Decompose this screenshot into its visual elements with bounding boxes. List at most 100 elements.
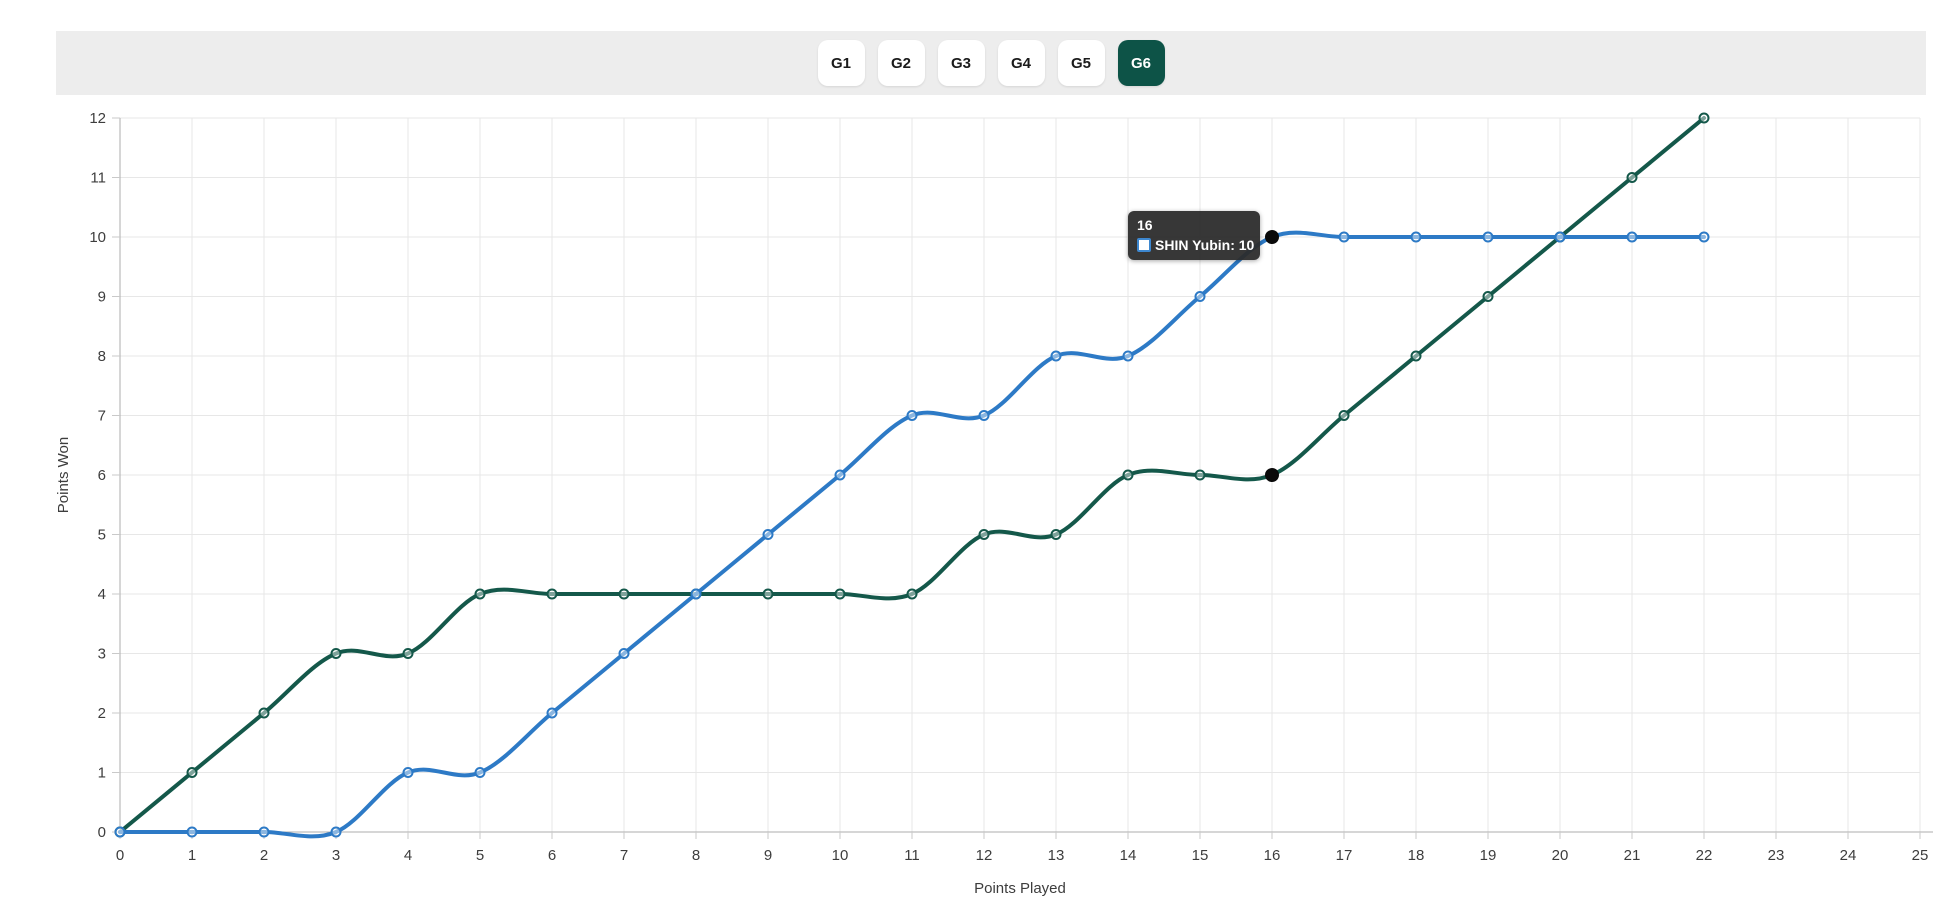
x-tick-label: 12	[976, 847, 993, 864]
x-tick-label: 7	[620, 847, 628, 864]
data-point-marker	[114, 826, 126, 838]
y-tick-label: 12	[89, 110, 106, 127]
data-point-marker	[906, 410, 918, 421]
data-point-marker	[1194, 469, 1206, 481]
game-tab-g4[interactable]: G4	[997, 40, 1045, 86]
data-point-marker	[186, 826, 198, 838]
x-tick-label: 23	[1768, 847, 1785, 864]
game-tab-g2[interactable]: G2	[877, 40, 925, 86]
y-tick-label: 4	[98, 586, 106, 603]
data-point-marker	[1050, 350, 1062, 362]
x-tick-label: 15	[1192, 847, 1209, 864]
chart-tooltip: 16 SHIN Yubin: 10	[1128, 211, 1260, 260]
y-tick-label: 2	[98, 705, 106, 722]
data-point-marker	[978, 529, 990, 540]
data-point-marker	[1698, 231, 1710, 243]
x-tick-label: 22	[1696, 847, 1713, 864]
data-point-marker	[1626, 172, 1638, 183]
x-tick-label: 18	[1408, 847, 1425, 864]
data-point-marker	[834, 469, 846, 481]
data-point-marker	[1482, 231, 1494, 243]
x-tick-label: 11	[904, 847, 920, 864]
data-point-marker	[906, 588, 918, 600]
data-point-marker	[186, 767, 198, 778]
y-tick-label: 0	[98, 824, 106, 841]
y-axis-title: Points Won	[55, 437, 72, 513]
x-axis-title: Points Played	[974, 880, 1066, 897]
y-tick-label: 7	[98, 408, 106, 425]
data-point-marker	[1338, 410, 1350, 421]
x-tick-label: 4	[404, 847, 412, 864]
x-tick-label: 25	[1912, 847, 1929, 864]
data-point-marker	[1194, 291, 1206, 302]
x-tick-label: 8	[692, 847, 700, 864]
data-point-marker	[474, 588, 486, 600]
data-point-marker	[1482, 291, 1494, 302]
y-tick-label: 5	[98, 527, 106, 544]
data-point-marker	[402, 648, 414, 659]
series-line-1	[118, 116, 1706, 834]
data-point-marker	[618, 588, 630, 600]
data-point-marker	[1410, 231, 1422, 243]
y-tick-label: 1	[98, 765, 106, 782]
x-tick-label: 3	[332, 847, 340, 864]
x-tick-label: 17	[1336, 847, 1353, 864]
x-tick-label: 5	[476, 847, 484, 864]
data-point-marker	[1338, 231, 1350, 243]
y-tick-label: 3	[98, 646, 106, 663]
y-tick-label: 10	[89, 229, 106, 246]
x-tick-label: 0	[116, 847, 124, 864]
data-point-marker	[834, 588, 846, 600]
data-point-marker	[1122, 350, 1134, 362]
highlight-dot	[1265, 230, 1279, 244]
data-point-marker	[1698, 112, 1710, 124]
data-point-marker	[1050, 529, 1062, 540]
x-tick-label: 6	[548, 847, 556, 864]
x-tick-label: 19	[1480, 847, 1497, 864]
data-point-marker	[258, 707, 270, 719]
x-tick-label: 9	[764, 847, 772, 864]
x-tick-label: 16	[1264, 847, 1281, 864]
data-point-marker	[1554, 231, 1566, 243]
x-tick-label: 21	[1624, 847, 1641, 864]
data-point-marker	[1626, 231, 1638, 243]
data-point-marker	[1122, 469, 1134, 481]
data-point-marker	[978, 410, 990, 421]
series-swatch-icon	[1137, 238, 1151, 252]
data-point-marker	[330, 826, 342, 838]
y-tick-label: 6	[98, 467, 106, 484]
data-point-marker	[1410, 350, 1422, 362]
data-point-marker	[330, 648, 342, 659]
data-point-marker	[546, 707, 558, 719]
x-tick-label: 14	[1120, 847, 1137, 864]
data-point-marker	[546, 588, 558, 600]
data-point-marker	[618, 648, 630, 659]
highlight-dot	[1265, 468, 1279, 482]
x-tick-label: 20	[1552, 847, 1569, 864]
data-point-marker	[762, 529, 774, 540]
x-tick-label: 1	[188, 847, 196, 864]
tooltip-series-row: SHIN Yubin: 10	[1137, 237, 1255, 253]
x-tick-label: 10	[832, 847, 849, 864]
x-tick-label: 13	[1048, 847, 1065, 864]
game-tab-g1[interactable]: G1	[817, 40, 865, 86]
y-tick-label: 8	[98, 348, 106, 365]
game-selector-toolbar: G1 G2 G3 G4 G5 G6	[56, 31, 1926, 95]
tooltip-series-value: SHIN Yubin: 10	[1155, 237, 1255, 253]
data-point-marker	[402, 767, 414, 778]
x-tick-label: 24	[1840, 847, 1857, 864]
game-tab-g5[interactable]: G5	[1057, 40, 1105, 86]
y-tick-label: 11	[90, 170, 106, 187]
game-tab-g3[interactable]: G3	[937, 40, 985, 86]
x-tick-label: 2	[260, 847, 268, 864]
data-point-marker	[258, 826, 270, 838]
data-point-marker	[474, 767, 486, 778]
y-tick-label: 9	[98, 289, 106, 306]
data-point-marker	[690, 588, 702, 600]
tooltip-x-value: 16	[1137, 217, 1153, 233]
data-point-marker	[762, 588, 774, 600]
game-tab-g6[interactable]: G6	[1117, 40, 1165, 86]
